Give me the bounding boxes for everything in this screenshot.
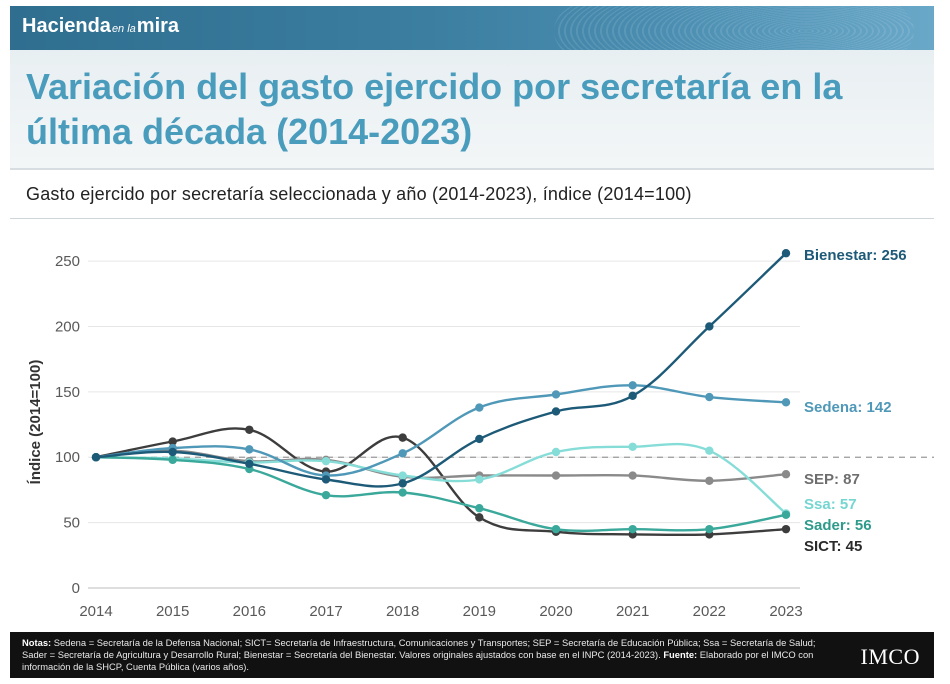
x-tick-label: 2018	[386, 603, 419, 620]
data-point-sict	[245, 425, 254, 434]
y-tick-label: 200	[55, 318, 80, 335]
x-tick-label: 2020	[539, 603, 572, 620]
footer-notes: Notas: Sedena = Secretaría de la Defensa…	[10, 632, 934, 678]
x-tick-label: 2021	[616, 603, 649, 620]
data-point-sep	[781, 470, 791, 479]
data-point-sader	[398, 488, 407, 497]
series-label-sep: SEP: 87	[804, 471, 860, 488]
series-label-sader: Sader: 56	[804, 517, 872, 534]
data-point-sict	[781, 524, 791, 534]
data-point-sep	[628, 471, 637, 480]
series-label-sict: SICT: 45	[804, 538, 862, 555]
notes-label: Notas:	[22, 637, 52, 648]
brand-logo: Haciendaen lamira	[22, 15, 179, 38]
series-labels: SICT: 45 SEP: 87 Ssa: 57 Sader: 56 Sedena: 1…	[804, 247, 907, 555]
data-point-sader	[475, 504, 484, 513]
y-tick-label: 50	[63, 515, 80, 532]
infographic-frame: Haciendaen lamira Variación del gasto ej…	[10, 6, 934, 678]
axes: 0 50 100 150 200 250 2014 2015 2016 2017 2018 2019 2…	[27, 253, 803, 620]
data-point-bienestar	[781, 249, 791, 258]
data-point-sader	[781, 510, 791, 519]
data-point-sader	[628, 524, 637, 534]
series-label-sedena: Sedena: 142	[804, 399, 892, 416]
x-tick-label: 2019	[463, 603, 496, 620]
data-point-sedena	[245, 445, 254, 454]
series-line-ssa	[95, 442, 787, 515]
data-point-ssa	[628, 442, 637, 451]
data-point-sedena	[475, 403, 484, 412]
data-point-ssa	[475, 475, 484, 484]
data-point-bienestar	[168, 447, 177, 457]
data-point-bienestar	[91, 453, 101, 462]
fingerprint-decoration	[554, 6, 914, 50]
data-point-bienestar	[551, 407, 561, 416]
data-point-bienestar	[398, 479, 407, 488]
brand-mid: en la	[111, 23, 136, 35]
data-point-bienestar	[628, 391, 637, 400]
data-point-sict	[398, 433, 407, 442]
data-point-bienestar	[705, 322, 714, 331]
data-point-bienestar	[321, 475, 331, 484]
series-line-bienestar	[95, 252, 787, 488]
series-label-bienestar: Bienestar: 256	[804, 247, 907, 264]
title-band: Variación del gasto ejercido por secreta…	[10, 50, 934, 170]
data-point-bienestar	[475, 434, 484, 444]
notes-body: Sedena = Secretaría de la Defensa Nacion…	[22, 637, 816, 660]
data-point-sedena	[705, 392, 714, 402]
x-tick-label: 2022	[693, 603, 726, 620]
data-point-ssa	[321, 456, 331, 466]
brand-main: Hacienda	[22, 15, 111, 37]
data-point-sep	[705, 476, 714, 485]
data-point-sep	[551, 471, 561, 480]
series-line-sedena	[95, 384, 787, 477]
brand-end: mira	[136, 15, 180, 37]
x-tick-label: 2014	[79, 603, 112, 620]
data-point-sader	[321, 490, 331, 500]
data-point-ssa	[551, 447, 561, 457]
notes-text: Notas: Sedena = Secretaría de la Defensa…	[22, 637, 832, 673]
series-label-ssa: Ssa: 57	[804, 496, 857, 513]
data-point-sader	[551, 524, 561, 534]
x-tick-label: 2015	[156, 603, 189, 620]
data-point-sict	[168, 437, 177, 446]
grid-lines	[88, 260, 934, 524]
data-point-sader	[168, 455, 177, 465]
data-point-ssa	[705, 446, 714, 455]
y-axis-title: Índice (2014=100)	[27, 360, 44, 485]
series-line-sader	[95, 456, 787, 533]
series-line-sict	[95, 427, 787, 537]
data-point-ssa	[398, 471, 407, 480]
data-point-sedena	[781, 398, 791, 407]
series-lines	[91, 249, 791, 539]
x-tick-label: 2023	[769, 603, 802, 620]
page-title: Variación del gasto ejercido por secreta…	[26, 66, 843, 152]
y-tick-label: 250	[55, 253, 80, 270]
source-body: Elaborado por el IMCO con información de…	[22, 649, 814, 672]
data-point-bienestar	[245, 459, 254, 468]
data-point-sedena	[628, 381, 637, 390]
y-tick-label: 0	[72, 580, 80, 597]
source-label: Fuente:	[663, 649, 698, 660]
imco-logo: IMCO	[860, 644, 920, 669]
chart-subtitle: Gasto ejercido por secretaría selecciona…	[26, 184, 692, 204]
data-point-sader	[705, 524, 714, 534]
y-tick-label: 100	[55, 449, 80, 466]
y-tick-label: 150	[55, 384, 80, 401]
data-point-sict	[475, 513, 484, 522]
divider	[10, 218, 934, 219]
data-point-sedena	[551, 390, 561, 399]
header-banner: Haciendaen lamira	[10, 6, 934, 50]
x-tick-label: 2017	[309, 603, 342, 620]
data-point-sedena	[398, 449, 407, 458]
line-chart: 0 50 100 150 200 250 2014 2015 2016 2017 2018 2019 2…	[27, 247, 934, 620]
x-tick-label: 2016	[233, 603, 266, 620]
